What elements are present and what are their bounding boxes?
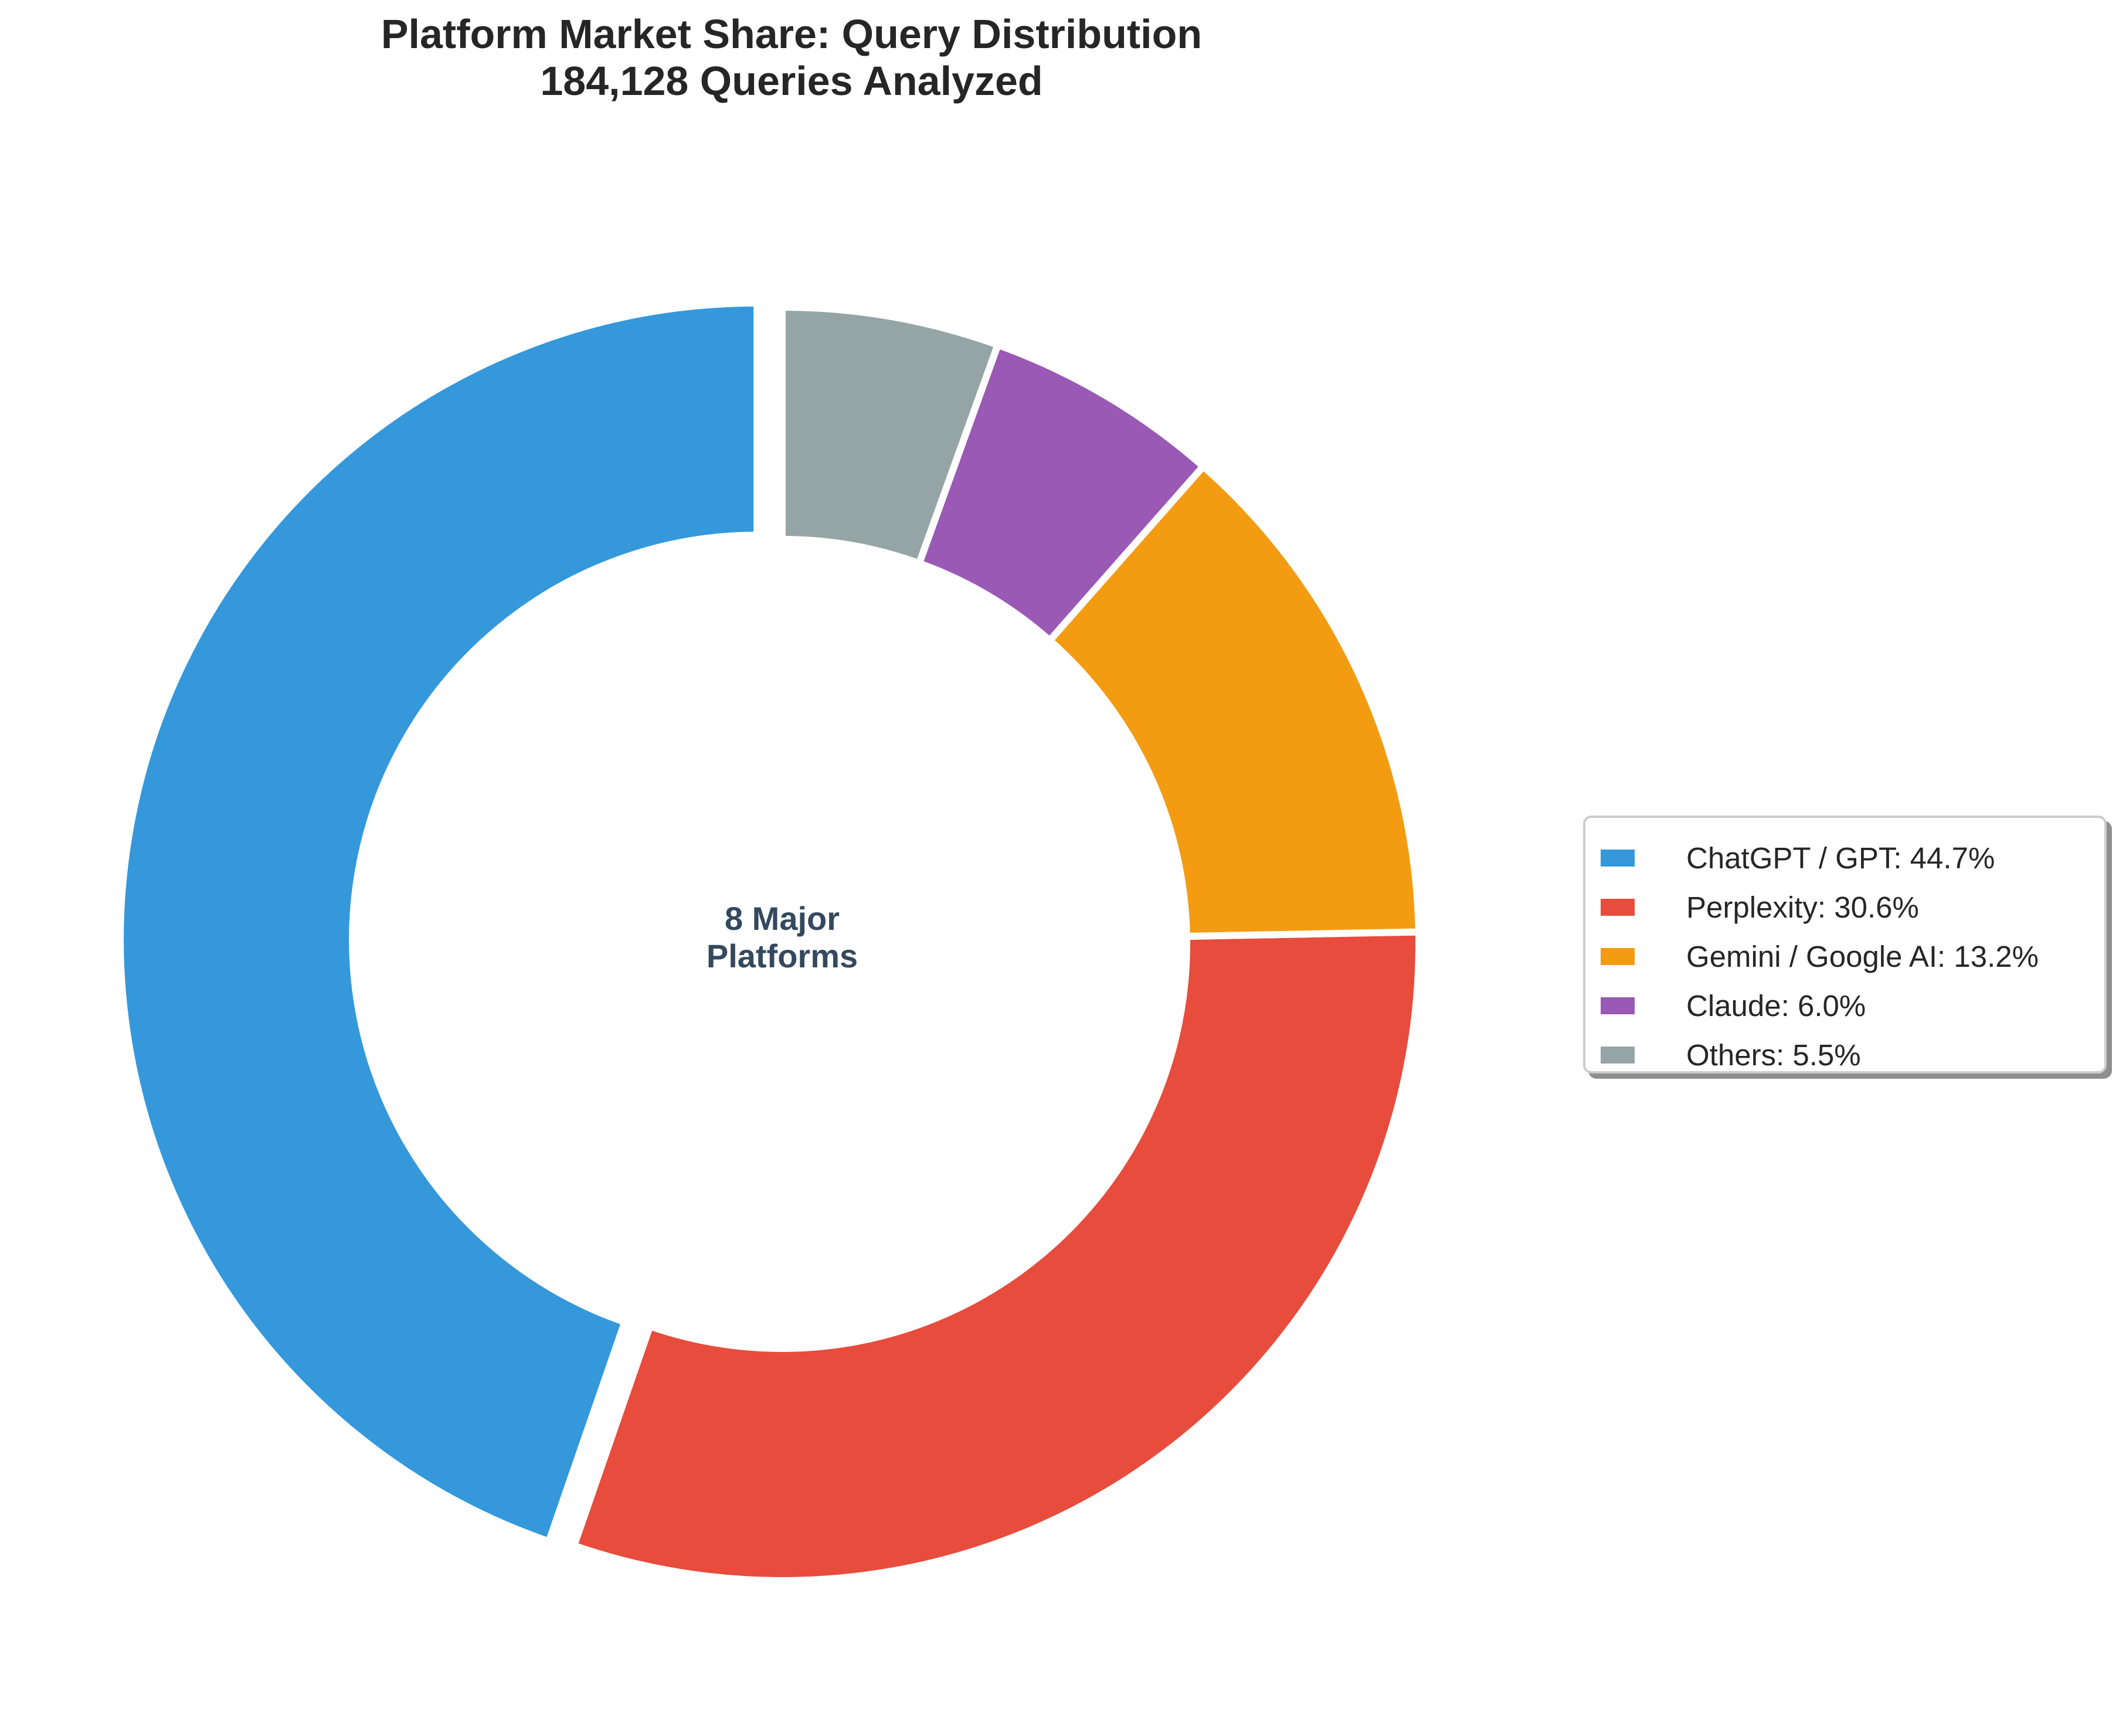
legend-item-chatgpt: ChatGPT / GPT: 44.7% <box>1585 833 2104 882</box>
legend-item-others: Others: 5.5% <box>1585 1030 2104 1079</box>
chart-title-line2: 184,128 Queries Analyzed <box>540 58 1043 104</box>
donut-slice-chatgpt-gpt <box>117 299 761 1546</box>
legend-item-gemini: Gemini / Google AI: 13.2% <box>1585 932 2104 981</box>
legend-item-claude: Claude: 6.0% <box>1585 981 2104 1030</box>
legend-label-perplexity: Perplexity: 30.6% <box>1686 890 1919 924</box>
legend-label-others: Others: 5.5% <box>1686 1038 1861 1072</box>
chart-legend: ChatGPT / GPT: 44.7% Perplexity: 30.6% G… <box>1583 816 2107 1073</box>
legend-swatch-perplexity <box>1601 898 1635 916</box>
legend-label-chatgpt: ChatGPT / GPT: 44.7% <box>1686 841 1995 875</box>
center-label-line2: Platforms <box>706 937 858 974</box>
donut-slice-perplexity <box>569 928 1422 1584</box>
legend-swatch-gemini <box>1601 947 1635 965</box>
legend-swatch-chatgpt <box>1601 849 1635 867</box>
donut-slice-others <box>779 303 1003 568</box>
legend-swatch-claude <box>1601 997 1635 1014</box>
chart-title-line1: Platform Market Share: Query Distributio… <box>381 11 1203 57</box>
chart-title: Platform Market Share: Query Distributio… <box>0 11 1583 104</box>
legend-label-gemini: Gemini / Google AI: 13.2% <box>1686 939 2039 973</box>
donut-center-label: 8 Major Platforms <box>606 900 958 975</box>
donut-slice-gemini-google-ai <box>1044 461 1422 940</box>
legend-item-perplexity: Perplexity: 30.6% <box>1585 882 2104 932</box>
legend-swatch-others <box>1601 1046 1635 1064</box>
legend-label-claude: Claude: 6.0% <box>1686 988 1866 1022</box>
center-label-line1: 8 Major <box>724 900 840 937</box>
